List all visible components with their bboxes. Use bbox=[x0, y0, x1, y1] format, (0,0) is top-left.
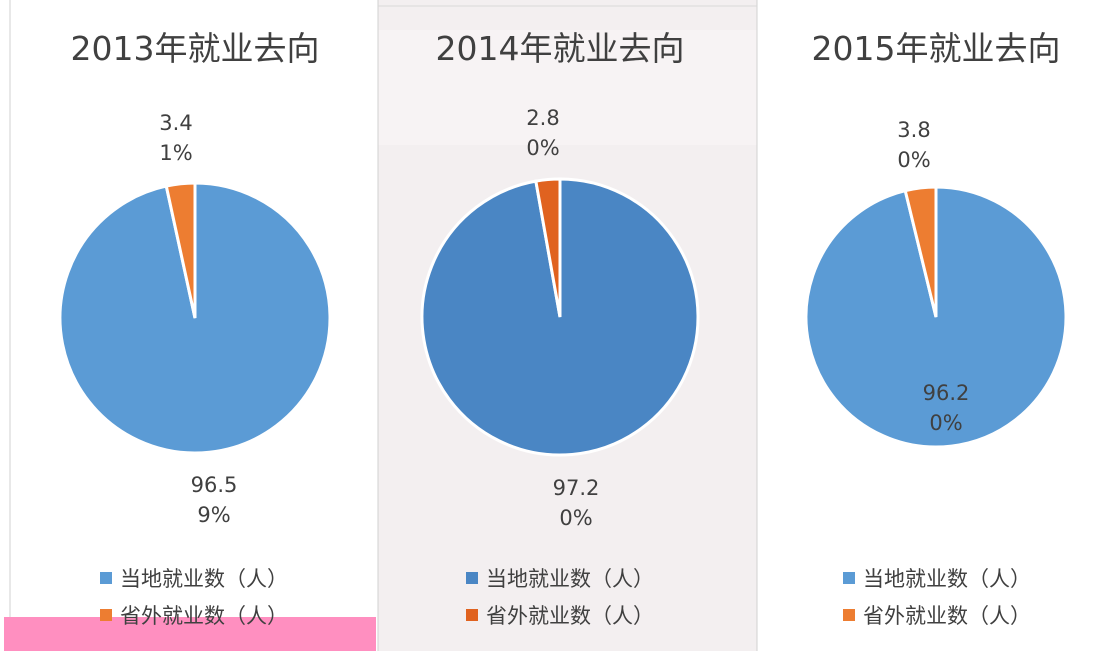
pie-slice bbox=[903, 185, 938, 318]
data-label: 2.80% bbox=[526, 106, 560, 160]
panel-bg-top bbox=[378, 30, 757, 145]
chart-title: 2014年就业去向 bbox=[436, 29, 685, 68]
pie-slice bbox=[164, 181, 197, 319]
legend-swatch bbox=[466, 572, 478, 584]
data-label: 96.59% bbox=[190, 473, 238, 527]
legend-swatch bbox=[466, 609, 478, 621]
highlight-bar bbox=[4, 617, 376, 651]
pie-slice bbox=[534, 177, 562, 318]
data-label: 96.20% bbox=[922, 381, 970, 435]
data-label: 3.80% bbox=[897, 118, 931, 172]
legend-label: 当地就业数（人） bbox=[863, 567, 1031, 591]
legend-label: 省外就业数（人） bbox=[120, 604, 288, 628]
legend-swatch bbox=[843, 609, 855, 621]
legend-label: 当地就业数（人） bbox=[486, 567, 654, 591]
legend-label: 省外就业数（人） bbox=[486, 604, 654, 628]
chart-title: 2015年就业去向 bbox=[812, 29, 1061, 68]
data-label: 3.41% bbox=[159, 111, 193, 165]
legend-swatch bbox=[100, 609, 112, 621]
legend-label: 当地就业数（人） bbox=[120, 567, 288, 591]
data-label: 97.20% bbox=[552, 476, 600, 530]
legend-label: 省外就业数（人） bbox=[863, 604, 1031, 628]
legend-swatch bbox=[843, 572, 855, 584]
legend-swatch bbox=[100, 572, 112, 584]
chart-title: 2013年就业去向 bbox=[71, 29, 320, 68]
